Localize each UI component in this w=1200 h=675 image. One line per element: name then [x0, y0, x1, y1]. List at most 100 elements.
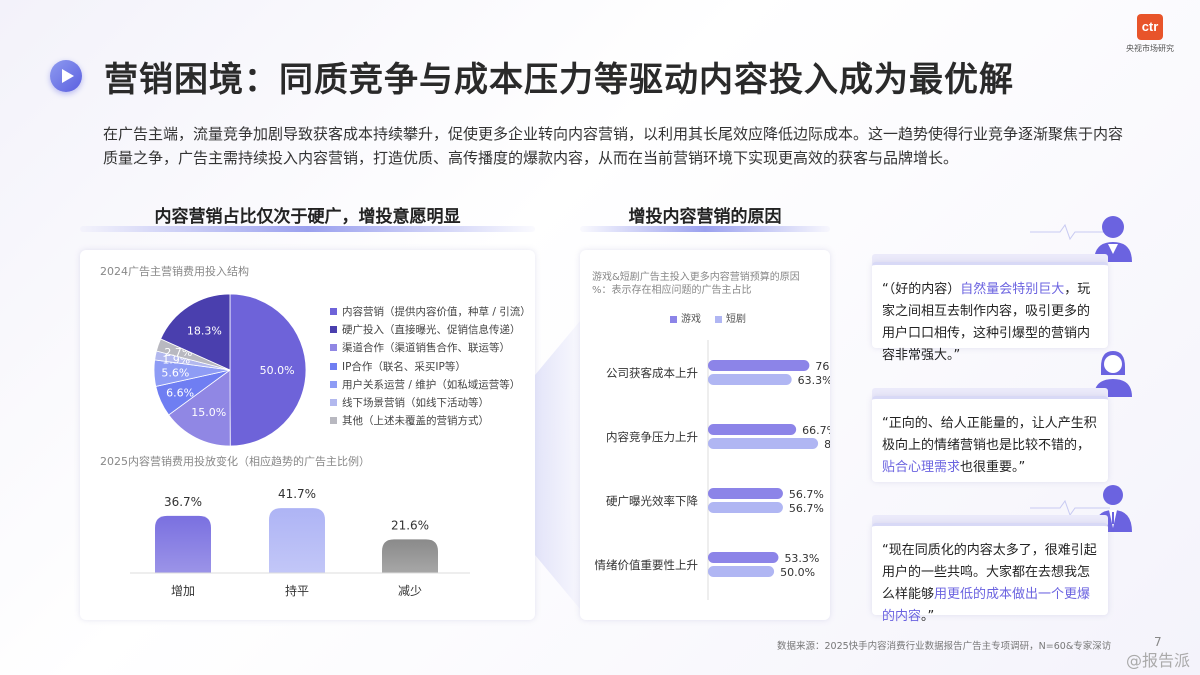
pie-slice	[229, 293, 307, 447]
legend-item-drama: 短剧	[715, 310, 746, 325]
brand-logo: ctr 央视市场研究	[1126, 14, 1174, 54]
pie-slice-label: 5.6%	[161, 366, 189, 379]
pie-legend-swatch	[330, 380, 337, 388]
pie-legend-item: 内容营销（提供内容价值，种草 / 引流）	[330, 302, 531, 320]
pie-legend-label: 其他（上述未覆盖的营销方式）	[342, 415, 489, 428]
hbar-bar	[708, 552, 779, 563]
hbar-value-label: 56.7%	[789, 488, 824, 501]
pie-legend-label: 硬广投入（直接曝光、促销信息传递）	[342, 323, 521, 336]
pie-legend-item: 硬广投入（直接曝光、促销信息传递）	[330, 320, 531, 338]
hbar-bar	[708, 360, 810, 371]
legend-item-game: 游戏	[670, 310, 701, 325]
quote-1-highlight: 自然量会特别巨大	[960, 282, 1065, 297]
pulse-line-decoration	[1030, 499, 1110, 517]
quote-1-post: ，玩家之间相互去制作内容，吸引更多的用户口口相传，这种引爆型的营销内容非常强大。…	[882, 282, 1091, 363]
hbar-value-label: 50.0%	[780, 566, 815, 579]
hbar-value-label: 66.7%	[802, 424, 830, 437]
pie-slice	[160, 293, 231, 371]
hbar-value-label: 56.7%	[789, 502, 824, 515]
hbar-chart-title: 游戏&短剧广告主投入更多内容营销预算的原因	[592, 272, 800, 283]
pie-legend-label: 用户关系运营 / 维护（如私域运营等）	[342, 378, 521, 391]
bar-value-label: 21.6%	[391, 518, 429, 532]
pie-legend-label: IP合作（联名、采买IP等）	[342, 360, 466, 373]
hbar-value-label: 53.3%	[784, 552, 819, 565]
pie-legend-swatch	[330, 417, 337, 425]
legend-label-drama: 短剧	[726, 314, 746, 325]
quote-2-pre: “正向的、给人正能量的，让人产生积极向上的情绪营销也是比较不错的，	[882, 416, 1097, 453]
pie-legend: 内容营销（提供内容价值，种草 / 引流） 硬广投入（直接曝光、促销信息传递） 渠道合…	[330, 302, 531, 430]
pie-legend-swatch	[330, 362, 337, 370]
pie-chart-title: 2024广告主营销费用投入结构	[100, 265, 249, 278]
hbar-value-label: 63.3%	[798, 374, 830, 387]
page-number: 7	[1154, 635, 1162, 649]
pie-legend-item: IP合作（联名、采买IP等）	[330, 357, 531, 375]
pie-legend-label: 线下场景营销（如线下活动等）	[342, 397, 489, 410]
vertical-bar-chart: 36.7% 增加 41.7% 持平 21.6% 减少	[130, 487, 470, 598]
legend-swatch-drama	[715, 315, 722, 323]
pie-legend-item: 用户关系运营 / 维护（如私域运营等）	[330, 375, 531, 393]
quote-3-highlight: 用更低的成本做出一个更爆的内容	[882, 587, 1091, 624]
hbar-category-label: 硬广曝光效率下降	[606, 494, 698, 508]
hbar-bar	[708, 374, 792, 385]
pie-legend-swatch	[330, 344, 337, 352]
quote-2-highlight: 贴合心理需求	[882, 460, 961, 475]
brand-logo-text: 央视市场研究	[1126, 44, 1174, 53]
intro-paragraph: 在广告主端，流量竞争加剧导致获客成本持续攀升，促使更多企业转向内容营销，以利用其…	[103, 125, 1124, 167]
pie-legend-swatch	[330, 399, 337, 407]
page-title: 营销困境：同质竞争与成本压力等驱动内容投入成为最优解	[104, 60, 1014, 100]
pie-legend-item: 渠道合作（渠道销售合作、联运等）	[330, 339, 531, 357]
pie-slice-label: 6.6%	[166, 387, 194, 400]
watermark: @报告派	[1125, 651, 1190, 670]
bar	[269, 508, 325, 573]
right-section-underline	[580, 226, 830, 232]
play-icon	[50, 60, 82, 92]
pie-slice-label: 50.0%	[260, 364, 295, 377]
pie-slice-label: 18.3%	[187, 324, 222, 337]
bar-value-label: 36.7%	[164, 495, 202, 509]
pie-legend-label: 渠道合作（渠道销售合作、联运等）	[342, 342, 510, 355]
pie-legend-item: 线下场景营销（如线下活动等）	[330, 393, 531, 411]
bar-category-label: 增加	[171, 584, 195, 598]
funnel-connector	[535, 315, 585, 615]
quote-card-2: “正向的、给人正能量的，让人产生积极向上的情绪营销也是比较不错的， 贴合心理需求也…	[872, 396, 1108, 482]
quote-3-post: 。”	[921, 609, 935, 624]
bar	[382, 539, 438, 573]
hbar-legend: 游戏 短剧	[670, 310, 746, 325]
pie-chart: 50.0%15.0%6.6%5.6%1.9%2.7%18.3%	[153, 293, 307, 447]
hbar-value-label: 83.3%	[824, 438, 830, 451]
hbar-chart-subtitle: %：表示存在相应问题的广告主占比	[592, 285, 752, 296]
bar-category-label: 减少	[398, 584, 422, 598]
pie-legend-swatch	[330, 307, 337, 315]
legend-swatch-game	[670, 315, 677, 323]
data-source-footnote: 数据来源：2025快手内容消费行业数据报告广告主专项调研，N=60&专家深访	[777, 641, 1112, 652]
pie-slice-label: 15.0%	[191, 406, 226, 419]
pie-legend-item: 其他（上述未覆盖的营销方式）	[330, 412, 531, 430]
hbar-category-label: 公司获客成本上升	[606, 366, 698, 380]
pie-legend-swatch	[330, 325, 337, 333]
quote-card-3: “现在同质化的内容太多了，很难引起用户的一些共鸣。大家都在去想我怎么样能够用更低…	[872, 523, 1108, 624]
pie-slice	[168, 369, 231, 447]
left-section-title: 内容营销占比仅次于硬广，增投意愿明显	[154, 207, 461, 227]
pulse-line-decoration	[1030, 223, 1110, 241]
hbar-bar	[708, 488, 783, 499]
legend-label-game: 游戏	[681, 314, 701, 325]
ctr-logo-mark: ctr	[1137, 14, 1163, 40]
bar	[155, 515, 211, 573]
hbar-category-label: 内容竞争压力上升	[606, 430, 698, 444]
hbar-bar	[708, 438, 819, 449]
horizontal-bar-chart: 公司获客成本上升 76.7%63.3% 内容竞争压力上升 66.7%83.3% 硬广曝光…	[595, 340, 830, 600]
bar-value-label: 41.7%	[278, 487, 316, 501]
quote-card-1: “（好的内容）自然量会特别巨大，玩家之间相互去制作内容，吸引更多的用户口口相传，…	[872, 262, 1108, 363]
bar-category-label: 持平	[285, 583, 309, 598]
hbar-bar	[708, 502, 783, 513]
hbar-category-label: 情绪价值重要性上升	[595, 558, 699, 572]
quote-2-post: 也很重要。”	[960, 460, 1026, 475]
quote-1-pre: “（好的内容）	[882, 282, 961, 297]
bar-chart-title: 2025内容营销费用投放变化（相应趋势的广告主比例）	[100, 455, 370, 468]
quote-3-pre: “现在同质化的内容太多了，很难引起用户的一些共鸣。大家都在去想我怎么样能够	[882, 543, 1097, 602]
hbar-bar	[708, 566, 775, 577]
pie-legend-label: 内容营销（提供内容价值，种草 / 引流）	[342, 305, 531, 318]
hbar-value-label: 76.7%	[815, 360, 830, 373]
left-section-underline	[80, 226, 535, 232]
right-section-title: 增投内容营销的原因	[628, 207, 782, 227]
